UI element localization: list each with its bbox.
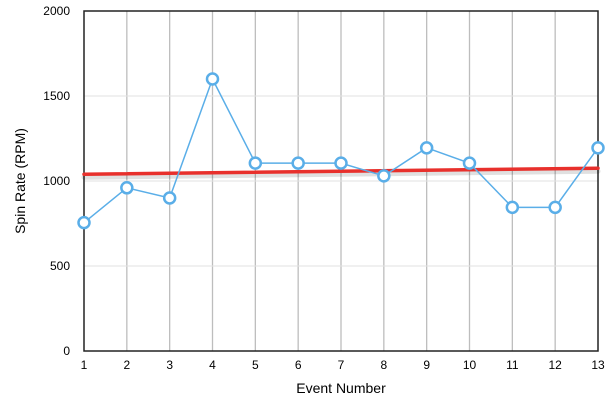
data-point — [162, 191, 177, 205]
trendline-shadow — [81, 168, 601, 180]
x-tick-label: 12 — [548, 358, 562, 372]
x-tick-label: 3 — [166, 358, 173, 372]
x-tick-label: 10 — [463, 358, 477, 372]
data-point — [77, 215, 91, 230]
data-point — [120, 181, 134, 195]
x-tick-label: 11 — [506, 358, 519, 372]
x-axis-title: Event Number — [296, 380, 386, 396]
x-axis-ticks: 1 2 3 4 5 6 7 8 9 10 11 12 13 — [81, 358, 605, 372]
grid — [84, 11, 598, 351]
data-point — [334, 156, 348, 170]
x-tick-label: 2 — [123, 358, 130, 372]
data-point — [462, 156, 477, 170]
y-axis-title: Spin Rate (RPM) — [12, 128, 28, 234]
x-tick-label: 7 — [338, 358, 345, 372]
y-tick-label: 0 — [63, 344, 70, 358]
data-point — [291, 156, 305, 170]
y-tick-label: 1000 — [43, 174, 70, 188]
plot-area-border — [83, 10, 599, 352]
x-tick-label: 8 — [380, 358, 387, 372]
trendline-group — [81, 166, 601, 180]
x-tick-label: 13 — [591, 358, 605, 372]
series-group — [77, 72, 605, 230]
y-tick-label: 500 — [50, 259, 70, 273]
data-point — [377, 169, 391, 183]
data-point — [505, 200, 520, 215]
y-tick-label: 2000 — [43, 4, 70, 18]
trendline — [82, 166, 600, 176]
data-point — [419, 141, 434, 155]
y-axis-ticks: 0 500 1000 1500 2000 — [43, 4, 70, 358]
x-tick-label: 4 — [209, 358, 216, 372]
x-tick-label: 6 — [295, 358, 302, 372]
x-tick-label: 9 — [423, 358, 430, 372]
x-tick-label: 5 — [252, 358, 259, 372]
data-point — [548, 200, 562, 215]
x-tick-label: 1 — [81, 358, 88, 372]
data-point — [248, 156, 263, 170]
y-tick-label: 1500 — [43, 89, 70, 103]
data-point — [205, 72, 220, 86]
data-point — [591, 141, 605, 155]
